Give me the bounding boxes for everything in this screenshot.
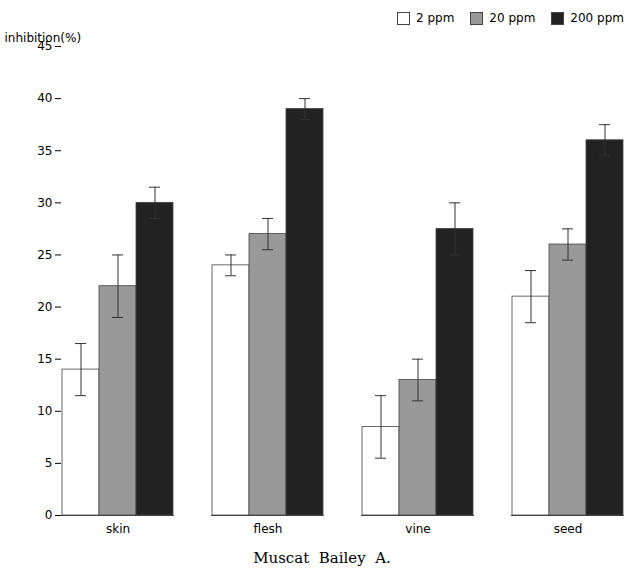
svg-text:20: 20 [37, 300, 52, 314]
svg-text:skin: skin [106, 522, 130, 536]
html-text:200 ppm: 200 ppm [570, 11, 624, 25]
svg-text:5: 5 [45, 456, 53, 470]
svg-text:vine: vine [405, 522, 430, 536]
svg-text:40: 40 [37, 91, 52, 105]
svg-text:35: 35 [37, 144, 52, 158]
html-text:20 ppm: 20 ppm [489, 11, 536, 25]
svg-text:45: 45 [37, 39, 53, 54]
svg-text:seed: seed [554, 522, 583, 536]
html-text:2 ppm: 2 ppm [416, 11, 455, 25]
svg-text:15: 15 [37, 352, 52, 366]
svg-text:25: 25 [37, 248, 52, 262]
svg-text:10: 10 [37, 404, 52, 418]
svg-text:inhibition(%): inhibition(%) [5, 31, 82, 45]
html-text:Muscat Bailey A.: Muscat Bailey A. [253, 549, 391, 567]
svg-text:0: 0 [45, 508, 53, 522]
svg-text:30: 30 [37, 196, 52, 210]
svg-text:flesh: flesh [254, 522, 283, 536]
